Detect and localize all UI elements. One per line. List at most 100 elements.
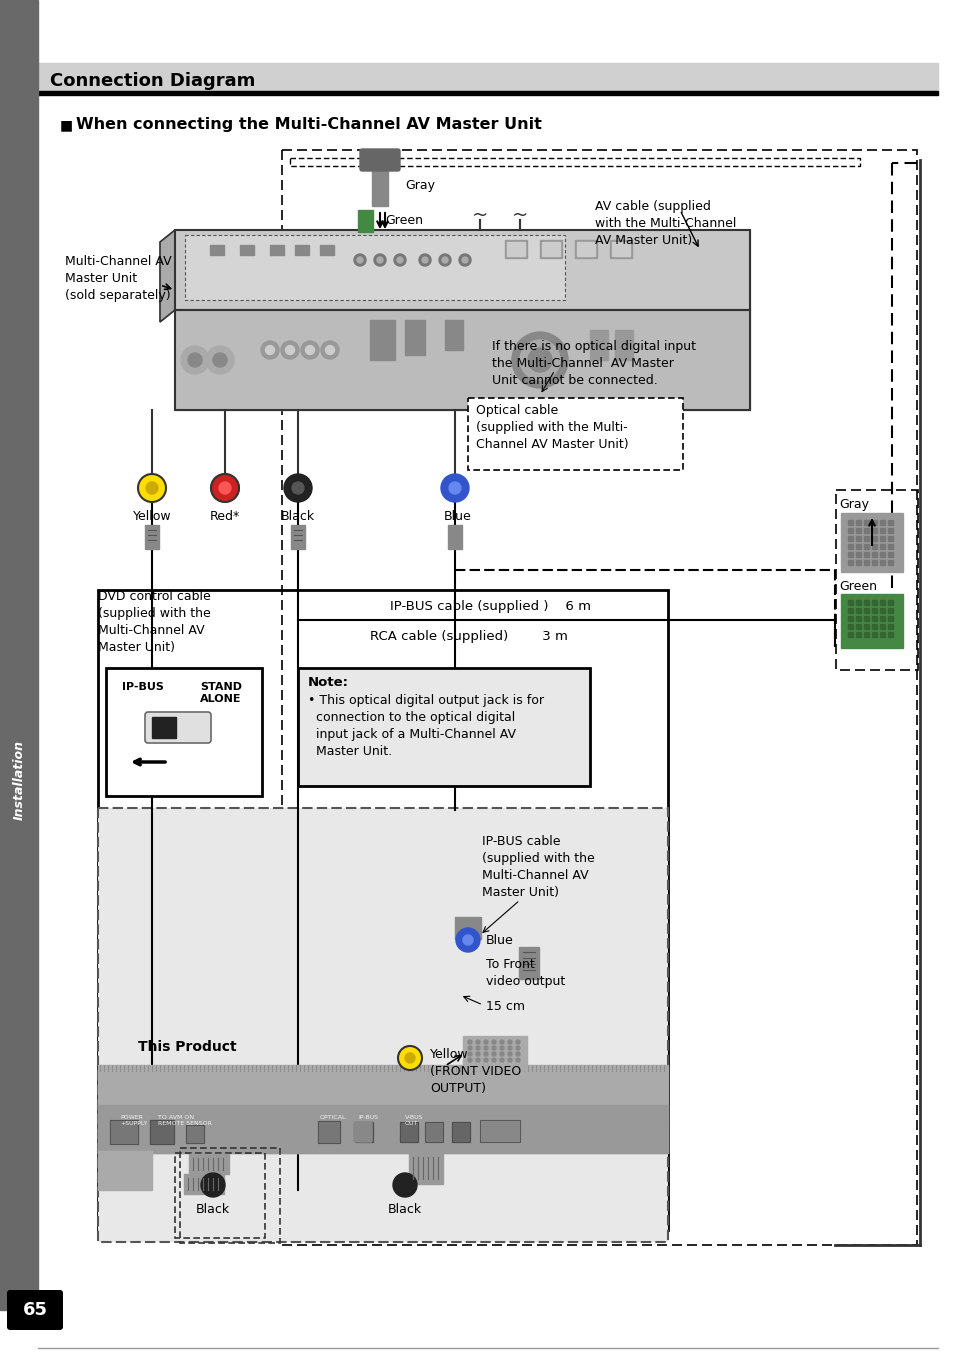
Bar [847,608,852,612]
Circle shape [476,1041,479,1043]
Text: ■: ■ [60,118,73,131]
Bar [609,240,631,257]
Bar [855,528,861,533]
Bar [444,320,462,350]
Circle shape [492,1051,496,1056]
Circle shape [499,1046,503,1050]
Text: Gray: Gray [405,179,435,191]
Bar [879,608,884,612]
Text: Blue: Blue [444,509,472,523]
Bar [863,520,868,524]
Bar [879,560,884,565]
Circle shape [516,1058,519,1062]
Circle shape [305,346,314,355]
Circle shape [507,1041,512,1043]
Bar [504,240,526,257]
FancyBboxPatch shape [98,808,667,1243]
Circle shape [476,1046,479,1050]
Bar [871,537,876,541]
Bar [847,617,852,621]
Circle shape [213,354,227,367]
FancyBboxPatch shape [448,524,461,549]
Text: • This optical digital output jack is for
  connection to the optical digital
  : • This optical digital output jack is fo… [308,694,543,757]
Bar [110,1121,138,1144]
Circle shape [354,253,366,266]
Circle shape [281,341,298,359]
Bar [847,560,852,565]
Bar [887,560,892,565]
Text: Connection Diagram: Connection Diagram [50,72,255,89]
Bar [399,1122,417,1142]
Circle shape [394,253,406,266]
Bar [355,1122,373,1142]
Bar [887,520,892,524]
Circle shape [492,1041,496,1043]
Circle shape [181,346,209,374]
Bar [38,91,937,95]
Circle shape [516,1051,519,1056]
Bar [855,551,861,557]
Bar [863,537,868,541]
Bar [847,600,852,604]
Bar [539,240,561,257]
Bar [879,520,884,524]
Bar [871,543,876,549]
Bar [847,543,852,549]
Circle shape [499,1051,503,1056]
Circle shape [476,1058,479,1062]
FancyBboxPatch shape [462,1037,526,1070]
FancyBboxPatch shape [468,398,682,470]
Circle shape [468,1058,472,1062]
Bar [355,1122,373,1142]
Text: Optical cable
(supplied with the Multi-
Channel AV Master Unit): Optical cable (supplied with the Multi- … [476,404,628,451]
Circle shape [261,341,278,359]
Text: AV cable (supplied
with the Multi-Channel
AV Master Unit): AV cable (supplied with the Multi-Channe… [595,201,736,247]
Bar [357,210,373,232]
Bar [98,1104,667,1153]
Bar [847,625,852,629]
Circle shape [393,1173,416,1196]
Circle shape [499,1058,503,1062]
Bar [863,560,868,565]
FancyBboxPatch shape [455,917,480,939]
Bar [98,1065,667,1153]
FancyBboxPatch shape [98,1150,152,1190]
Bar [863,625,868,629]
Bar [879,528,884,533]
Bar [871,608,876,612]
Bar [863,551,868,557]
Bar [855,537,861,541]
Bar [863,543,868,549]
Bar [615,331,633,360]
Circle shape [440,474,469,501]
Circle shape [396,257,402,263]
Bar [871,551,876,557]
Circle shape [441,257,448,263]
Text: Green: Green [385,214,422,228]
Bar [863,617,868,621]
Circle shape [458,253,471,266]
Circle shape [284,474,312,501]
Bar [452,1122,470,1142]
Bar [871,617,876,621]
Circle shape [483,1051,488,1056]
Bar [297,668,589,786]
Text: OPTICAL: OPTICAL [319,1115,346,1121]
Circle shape [356,257,363,263]
Circle shape [265,346,274,355]
Bar [879,600,884,604]
Bar [855,608,861,612]
Circle shape [461,257,468,263]
Bar [405,320,424,355]
Bar [855,625,861,629]
FancyBboxPatch shape [841,514,902,572]
Bar [847,520,852,524]
Text: IP-BUS: IP-BUS [122,682,164,692]
Text: Black: Black [280,509,314,523]
Bar [879,537,884,541]
Circle shape [301,341,318,359]
Bar [879,551,884,557]
Bar [174,230,749,310]
Bar [150,1121,173,1144]
FancyBboxPatch shape [291,524,305,549]
